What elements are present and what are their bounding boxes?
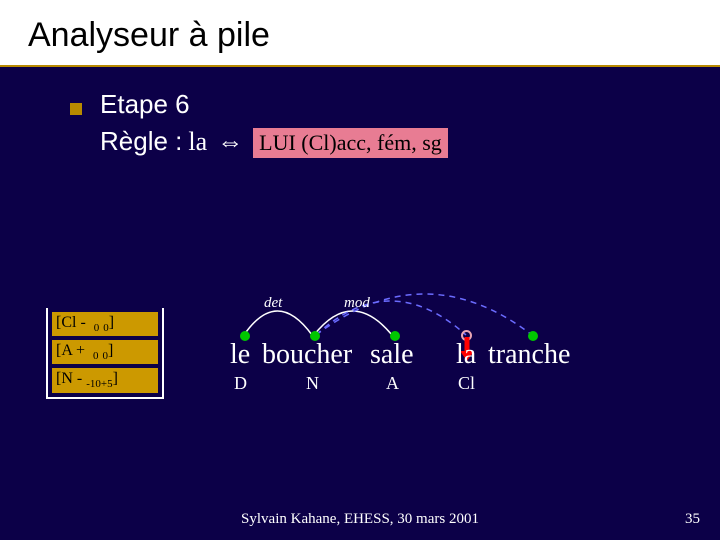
pos-tag: Cl: [458, 373, 475, 394]
footer-text: Sylvain Kahane, EHESS, 30 mars 2001: [0, 511, 720, 528]
arc-label-mod: mod: [344, 295, 370, 312]
rule-lhs: la: [188, 127, 207, 157]
word: boucher: [262, 339, 352, 371]
stack-b: +5: [101, 379, 113, 391]
stack-b: 0: [103, 350, 109, 362]
stack-cell-2: [N - -10+5]: [52, 368, 158, 392]
body: Etape 6 Règle : la ⇔ LUI (Cl)acc, fém, s…: [0, 67, 720, 158]
rule-prefix: Règle :: [100, 126, 182, 157]
slide: Analyseur à pile Etape 6 Règle : la ⇔ LU…: [0, 0, 720, 540]
stack-cat: A: [61, 342, 72, 359]
stack-dir: +: [76, 342, 85, 359]
stack-cell-0: [Cl - 0 0]: [52, 312, 158, 336]
arc-label-det: det: [264, 295, 282, 312]
stack-a: -10: [86, 379, 101, 391]
stack-cat: N: [61, 370, 73, 387]
stack-dir: -: [80, 314, 85, 331]
slide-title: Analyseur à pile: [28, 16, 720, 55]
pos-tag: A: [386, 373, 399, 394]
stack-container: [Cl - 0 0] [A + 0 0] [N - -10+5]: [46, 308, 164, 399]
dependency-diagram: det mod le boucher sale la tranche D N A…: [230, 275, 690, 435]
stack-cell-1: [A + 0 0]: [52, 340, 158, 364]
page-number: 35: [685, 511, 700, 528]
word: le: [230, 339, 250, 371]
step-line: Etape 6: [70, 89, 720, 120]
pos-tag: N: [306, 373, 319, 394]
double-arrow-icon: ⇔: [217, 127, 243, 157]
arc-svg: [230, 275, 690, 345]
word: sale: [370, 339, 414, 371]
pos-tag: D: [234, 373, 247, 394]
rule-line: Règle : la ⇔ LUI (Cl)acc, fém, sg: [100, 126, 720, 158]
stack-dir: -: [77, 370, 82, 387]
bullet-icon: [70, 103, 82, 115]
step-text: Etape 6: [100, 89, 190, 120]
stack-a: 0: [94, 322, 100, 334]
stack-b: 0: [103, 322, 109, 334]
stack-a: 0: [93, 350, 99, 362]
word: la: [456, 339, 476, 371]
word: tranche: [488, 339, 570, 371]
rule-rhs: LUI (Cl)acc, fém, sg: [253, 128, 448, 158]
stack: [Cl - 0 0] [A + 0 0] [N - -10+5]: [46, 308, 164, 399]
stack-cat: Cl: [61, 314, 76, 331]
title-area: Analyseur à pile: [0, 0, 720, 65]
